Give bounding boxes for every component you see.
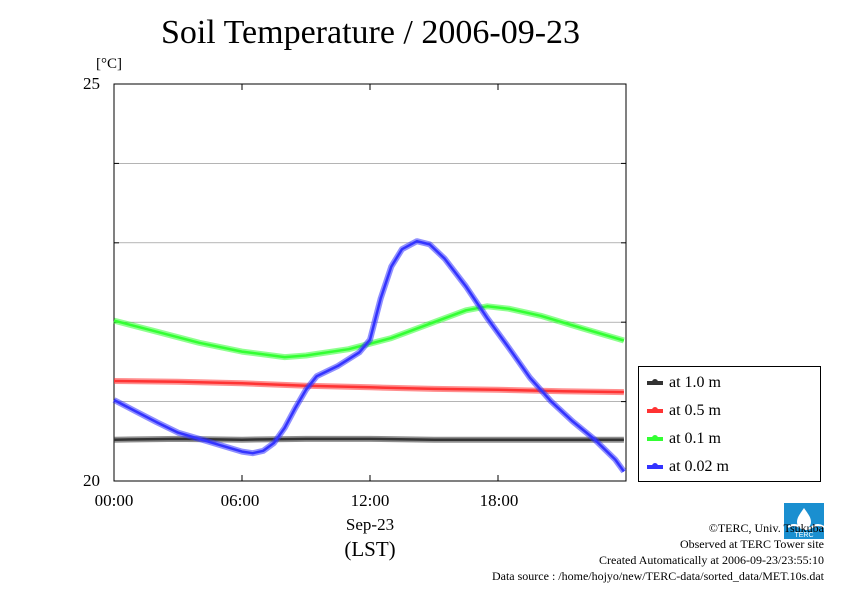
- logo-text: TERC: [794, 532, 813, 539]
- legend-item-002m: at 0.02 m: [647, 457, 729, 477]
- credit-source: Data source : /home/hojyo/new/TERC-data/…: [491, 569, 824, 583]
- legend-label-002m: at 0.02 m: [669, 458, 729, 475]
- credit-observed: Observed at TERC Tower site: [679, 537, 824, 551]
- legend-item-05m: at 0.5 m: [647, 401, 721, 421]
- credit-created: Created Automatically at 2006-09-23/23:5…: [599, 553, 824, 567]
- y-tick-label-top: 25: [83, 74, 100, 93]
- credits-block: ©TERC, Univ. Tsukuba Observed at TERC To…: [492, 520, 824, 584]
- legend-swatch-05m: [647, 407, 663, 413]
- x-tick-marks: [113, 84, 627, 481]
- legend-swatch-01m: [647, 435, 663, 441]
- x-tick-label-0000: 00:00: [94, 491, 134, 510]
- legend-label-05m: at 0.5 m: [669, 402, 721, 419]
- grid-lines: [114, 83, 626, 482]
- legend-label-01m: at 0.1 m: [669, 430, 721, 447]
- x-tick-label-1800: 18:00: [479, 491, 519, 510]
- legend-item-1m: at 1.0 m: [647, 373, 721, 393]
- series-line-3: [113, 239, 625, 473]
- x-tick-label-0600: 06:00: [220, 491, 260, 510]
- legend-swatch-1m: [647, 379, 663, 385]
- legend-label-1m: at 1.0 m: [669, 374, 721, 391]
- legend-swatch-002m: [647, 463, 663, 469]
- series-line-1: [113, 379, 624, 394]
- x-axis-date-label: Sep-23: [345, 515, 395, 534]
- credit-copyright: ©TERC, Univ. Tsukuba: [708, 521, 824, 535]
- series-lines: [112, 238, 627, 474]
- plot-frame: [113, 83, 627, 482]
- x-tick-label-1200: 12:00: [350, 491, 390, 510]
- legend: at 1.0 m at 0.5 m at 0.1 m at 0.02 m: [638, 366, 821, 482]
- chart-title: Soil Temperature / 2006-09-23: [160, 14, 581, 51]
- terc-logo-icon: TERC: [784, 503, 824, 539]
- series-halo-2: [113, 303, 625, 361]
- y-tick-label-bottom: 20: [83, 471, 100, 490]
- legend-item-01m: at 0.1 m: [647, 429, 721, 449]
- series-line-2: [113, 305, 625, 359]
- x-axis-label: (LST): [344, 537, 396, 561]
- y-axis-unit-label: [°C]: [96, 56, 122, 72]
